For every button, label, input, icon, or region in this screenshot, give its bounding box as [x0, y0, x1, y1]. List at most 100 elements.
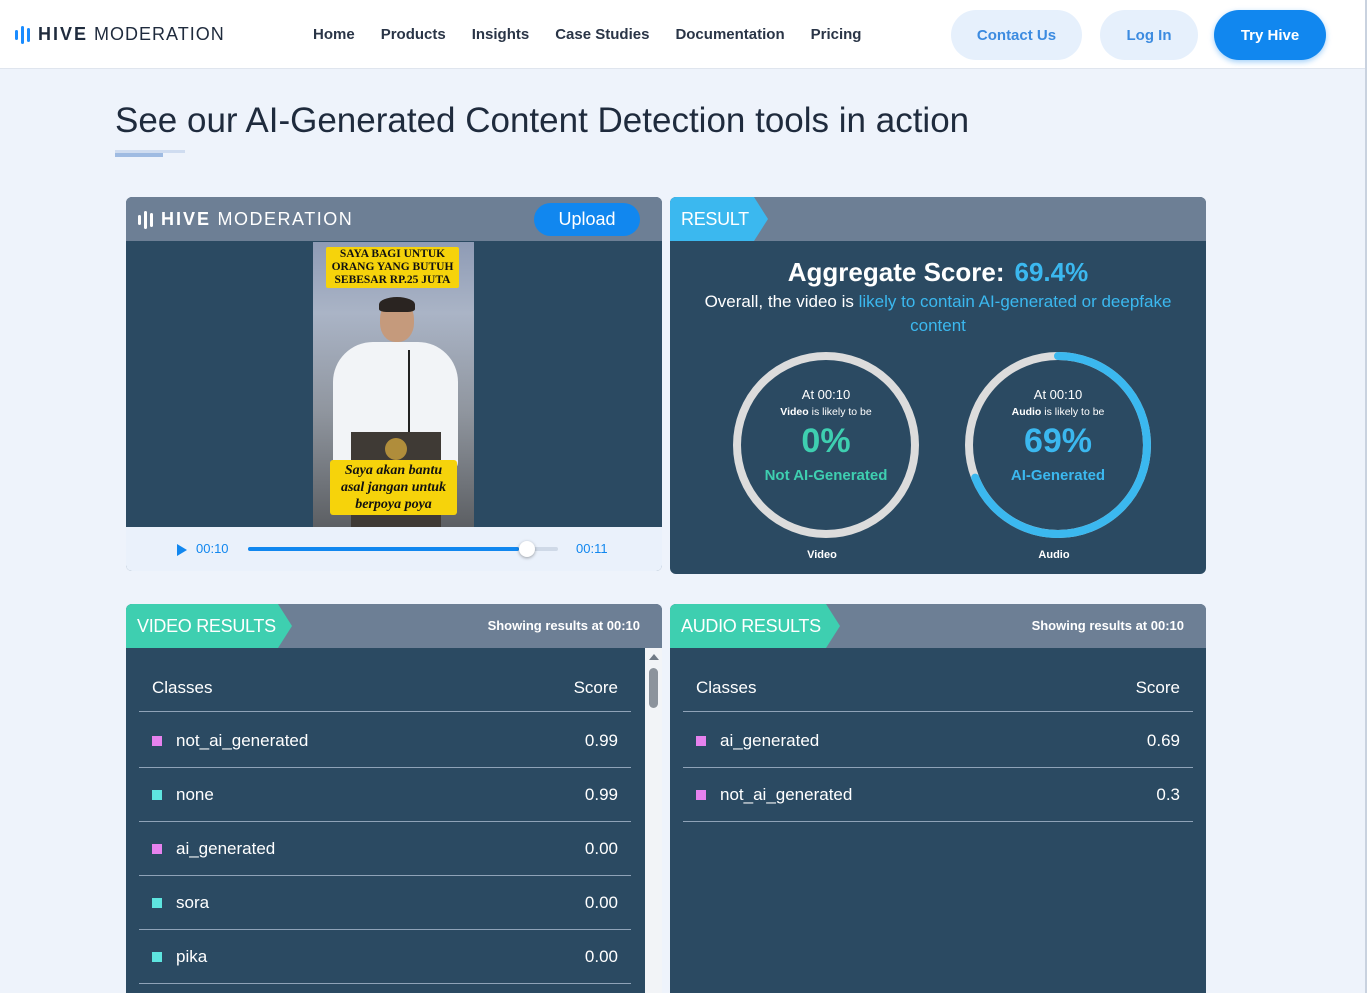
seek-bar[interactable] [248, 541, 558, 557]
audio-gauge-percent: 69% [1023, 422, 1093, 460]
class-name: ai_generated [720, 731, 820, 750]
video-gauge-subject: Video [780, 406, 809, 418]
table-row: ai_generated 0.00 [139, 822, 631, 876]
player-hive-logo: HIVE MODERATION [138, 209, 353, 230]
video-caption-bottom: Saya akan bantu asal jangan untuk berpoy… [330, 460, 457, 515]
nav-case-studies[interactable]: Case Studies [555, 26, 650, 43]
audio-gauge-time: At 00:10 [1033, 387, 1083, 402]
audio-gauge: At 00:10 Audio is likely to be 69% AI-Ge… [960, 347, 1156, 543]
class-score: 0.3 [1156, 785, 1180, 804]
class-name: pika [176, 947, 208, 966]
nav-insights[interactable]: Insights [471, 26, 530, 43]
log-in-button[interactable]: Log In [1100, 10, 1198, 60]
audio-gauge-arc [965, 352, 1151, 538]
play-icon[interactable] [177, 544, 187, 556]
table-row: not_ai_generated 0.3 [683, 768, 1193, 822]
class-swatch [152, 790, 162, 800]
class-swatch [152, 952, 162, 962]
result-tag: RESULT [670, 197, 768, 241]
class-name: sora [176, 893, 210, 912]
current-time: 00:10 [196, 541, 229, 556]
table-header: Classes Score [683, 660, 1193, 712]
class-name: none [176, 785, 214, 804]
seek-bar-progress [248, 547, 519, 551]
player-logo-light: MODERATION [217, 209, 354, 229]
video-gauge-track [733, 352, 919, 538]
player-logo-bold: HIVE [161, 209, 212, 229]
class-name: not_ai_generated [176, 731, 309, 750]
col-score: Score [1135, 678, 1180, 697]
overall-verdict: Overall, the video is likely to contain … [684, 290, 1192, 338]
video-gauge-caption: Video [807, 549, 837, 561]
page-scrollbar[interactable] [1365, 0, 1367, 993]
main-nav: Home Products Insights Case Studies Docu… [313, 26, 887, 43]
seek-handle[interactable] [519, 541, 535, 557]
result-panel: RESULT Aggregate Score: 69.4% Overall, th… [670, 197, 1206, 574]
col-classes: Classes [696, 678, 757, 697]
table-row: not_ai_generated 0.99 [139, 714, 631, 768]
class-score: 0.00 [584, 947, 618, 966]
player-header: HIVE MODERATION Upload [126, 197, 662, 241]
nav-documentation[interactable]: Documentation [675, 26, 785, 43]
audio-results-showing: Showing results at 00:10 [1031, 618, 1184, 633]
class-swatch [152, 844, 162, 854]
video-gauge-percent: 0% [801, 422, 851, 460]
col-classes: Classes [152, 678, 213, 697]
class-score: 0.99 [584, 731, 618, 750]
aggregate-label: Aggregate Score: [787, 257, 1005, 287]
hive-logo-icon [138, 210, 153, 230]
table-row: sora 0.00 [139, 876, 631, 930]
class-swatch [152, 736, 162, 746]
logo-text-light: MODERATION [94, 24, 225, 44]
overall-highlight: likely to contain AI-generated or deepfa… [858, 292, 1172, 335]
logo-text-bold: HIVE [38, 24, 89, 44]
top-navigation-bar: HIVE MODERATION Home Products Insights C… [0, 0, 1367, 69]
title-underline [115, 150, 185, 157]
aggregate-score: Aggregate Score: 69.4% [670, 257, 1206, 288]
class-swatch [696, 736, 706, 746]
table-row: pika 0.00 [139, 930, 631, 984]
audio-results-panel: AUDIO RESULTS Showing results at 00:10 C… [670, 604, 1206, 993]
results-scrollbar[interactable] [645, 648, 662, 993]
microphone [408, 350, 410, 435]
hive-logo[interactable]: HIVE MODERATION [15, 24, 225, 45]
player-controls: 00:10 00:11 [126, 527, 662, 571]
video-gauge-verdict: Not AI-Generated [764, 467, 888, 484]
video-results-tag: VIDEO RESULTS [126, 604, 292, 648]
video-gauge-time: At 00:10 [801, 387, 851, 402]
col-score: Score [573, 678, 618, 697]
page-title: See our AI-Generated Content Detection t… [115, 101, 970, 140]
try-hive-button[interactable]: Try Hive [1214, 10, 1326, 60]
class-score: 0.00 [584, 893, 618, 912]
class-swatch [696, 790, 706, 800]
class-score: 0.69 [1146, 731, 1180, 750]
class-score: 0.00 [584, 839, 618, 858]
table-row: none 0.99 [139, 768, 631, 822]
garuda-emblem [385, 438, 407, 460]
class-name: ai_generated [176, 839, 276, 858]
video-results-showing: Showing results at 00:10 [487, 618, 640, 633]
scroll-up-icon[interactable] [649, 654, 659, 660]
class-score: 0.99 [584, 785, 618, 804]
table-header: Classes Score [139, 660, 631, 712]
contact-us-button[interactable]: Contact Us [951, 10, 1082, 60]
class-swatch [152, 898, 162, 908]
audio-gauge-likely: is likely to be [1041, 406, 1105, 418]
table-row: ai_generated 0.69 [683, 714, 1193, 768]
class-name: not_ai_generated [720, 785, 853, 804]
audio-gauge-verdict: AI-Generated [1010, 467, 1106, 484]
upload-button[interactable]: Upload [534, 203, 640, 236]
overall-prefix: Overall, the video is [704, 292, 859, 311]
video-results-panel: VIDEO RESULTS Showing results at 00:10 C… [126, 604, 662, 993]
video-frame[interactable]: SAYA BAGI UNTUK ORANG YANG BUTUH SEBESAR… [313, 242, 474, 527]
audio-gauge-caption: Audio [1038, 549, 1070, 561]
video-player-panel: HIVE MODERATION Upload SAYA BAGI UNTUK O… [126, 197, 662, 571]
hive-logo-icon [15, 25, 30, 45]
nav-home[interactable]: Home [313, 26, 355, 43]
audio-results-tag: AUDIO RESULTS [670, 604, 840, 648]
nav-products[interactable]: Products [380, 26, 446, 43]
video-gauge: At 00:10 Video is likely to be 0% Not AI… [728, 347, 924, 543]
nav-pricing[interactable]: Pricing [810, 26, 862, 43]
audio-gauge-subject: Audio [1011, 406, 1042, 418]
scroll-thumb[interactable] [649, 668, 658, 708]
